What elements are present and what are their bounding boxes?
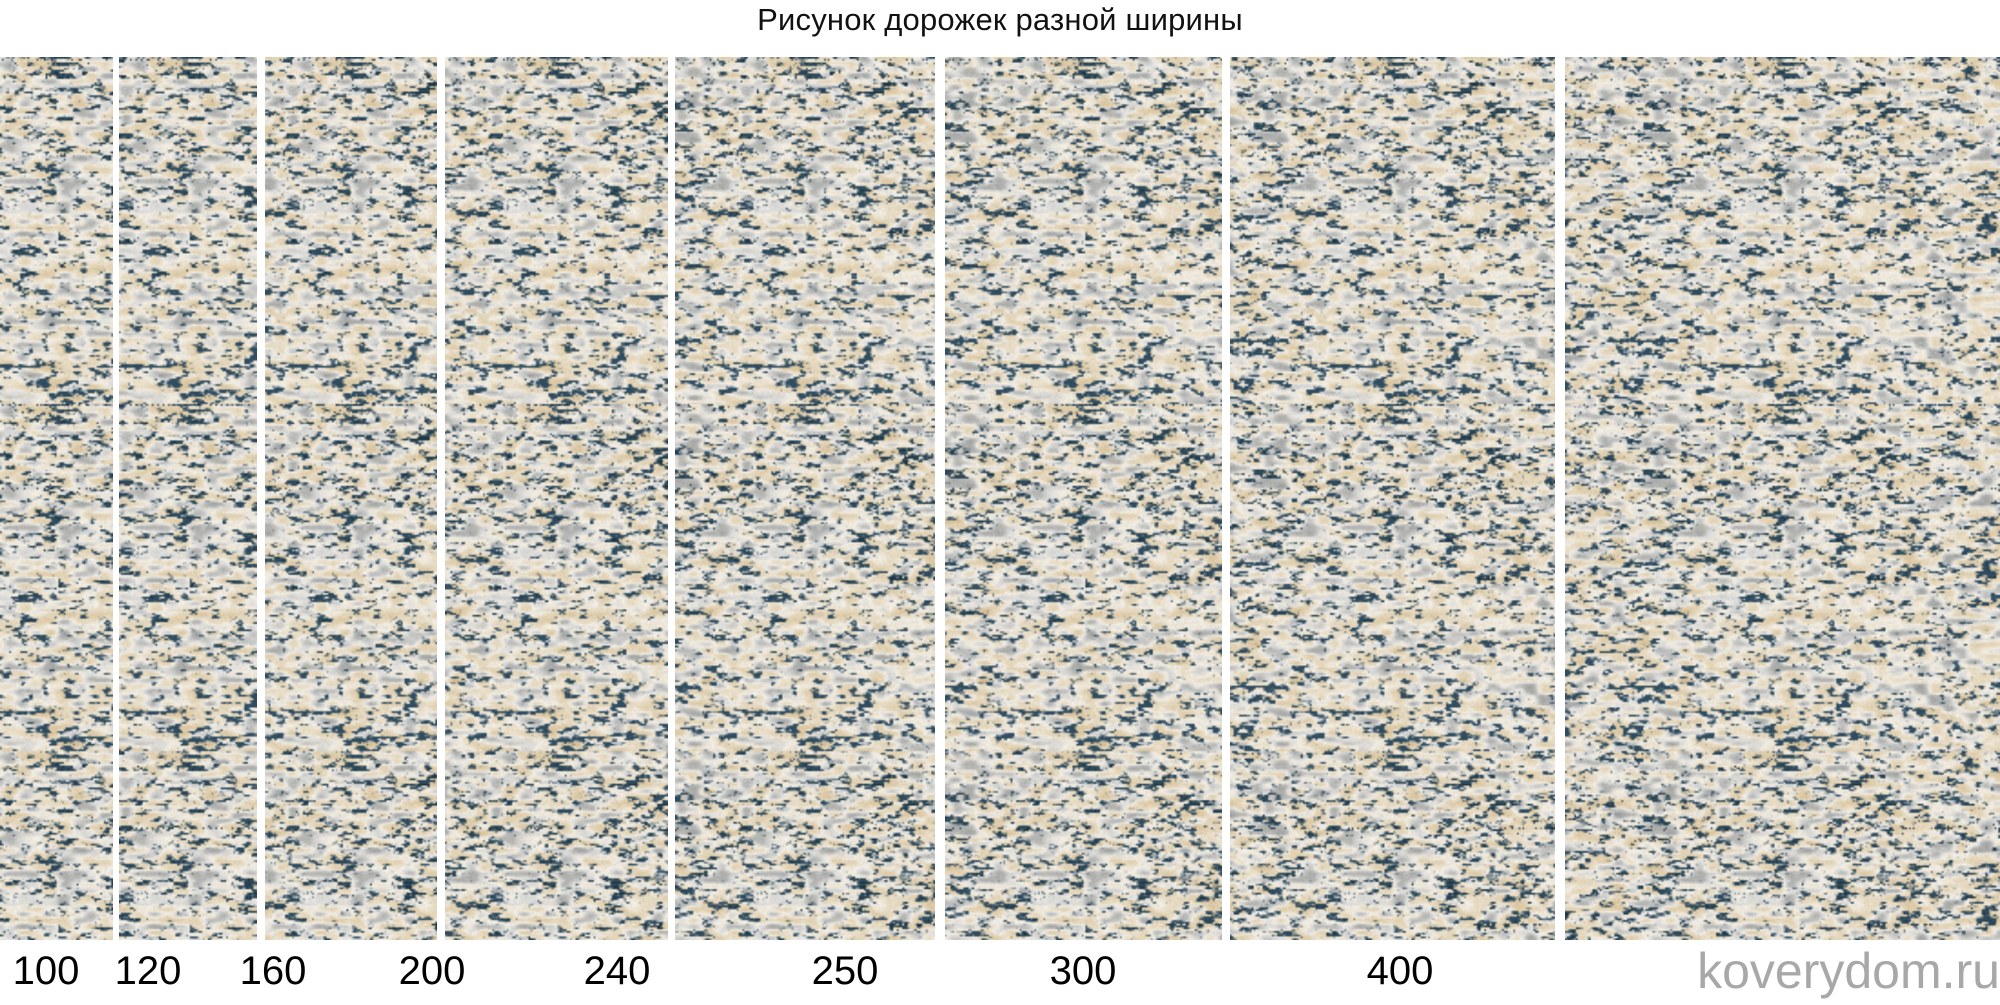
width-label-300: 300 xyxy=(1049,949,1117,993)
runner-panels-row xyxy=(0,57,2000,940)
width-label-120: 120 xyxy=(114,949,182,993)
width-label-250: 250 xyxy=(811,949,879,993)
width-label-240: 240 xyxy=(583,949,651,993)
width-label-200: 200 xyxy=(398,949,466,993)
runner-panel-120[interactable] xyxy=(119,57,257,940)
runner-texture-250 xyxy=(945,57,1222,940)
width-labels-row: 100 120 160 200 240 250 300 400 xyxy=(0,940,2000,1005)
runner-panel-100[interactable] xyxy=(0,57,113,940)
runner-panel-240[interactable] xyxy=(675,57,935,940)
runner-panel-160[interactable] xyxy=(265,57,437,940)
width-label-100: 100 xyxy=(12,949,80,993)
runner-texture-300 xyxy=(1230,57,1555,940)
runner-texture-400 xyxy=(1565,57,2000,940)
runner-panel-250[interactable] xyxy=(945,57,1222,940)
runner-panel-200[interactable] xyxy=(445,57,668,940)
runner-panel-400[interactable] xyxy=(1565,57,2000,940)
runner-texture-120 xyxy=(119,57,257,940)
runner-texture-200 xyxy=(445,57,668,940)
runner-texture-160 xyxy=(265,57,437,940)
page-title: Рисунок дорожек разной ширины xyxy=(757,2,1243,37)
runner-panel-300[interactable] xyxy=(1230,57,1555,940)
width-label-160: 160 xyxy=(239,949,307,993)
runner-texture-240 xyxy=(675,57,935,940)
width-label-400: 400 xyxy=(1366,949,1434,993)
runner-texture-100 xyxy=(0,57,113,940)
